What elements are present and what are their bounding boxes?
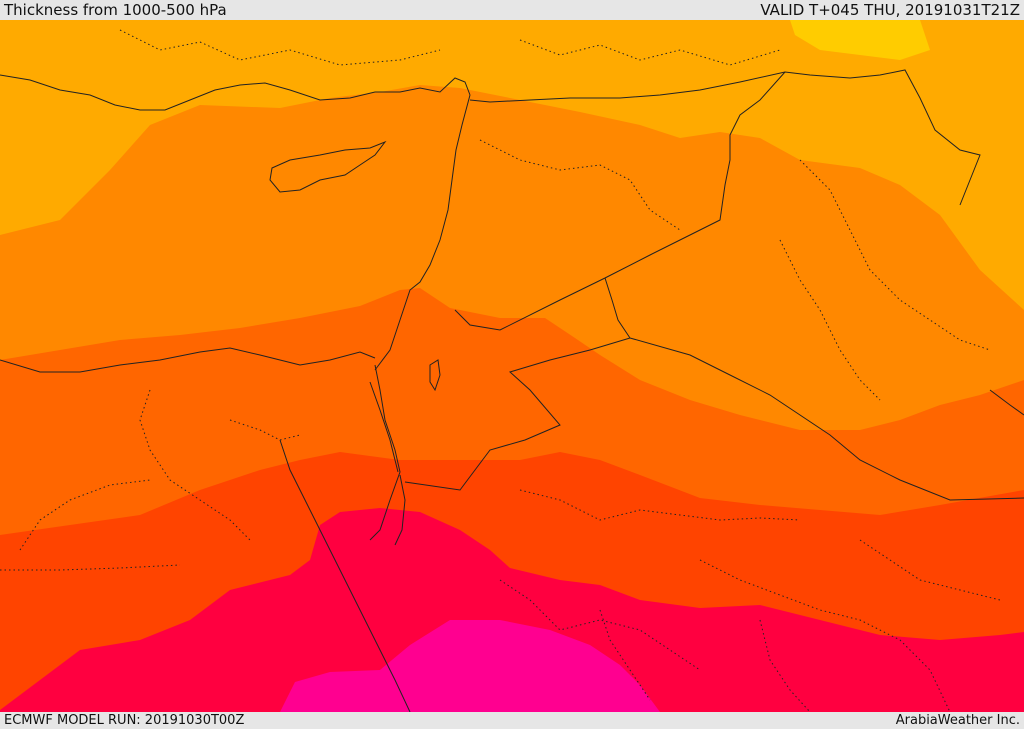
province-boundary xyxy=(499,579,701,671)
persian-gulf-coast xyxy=(989,389,1024,416)
egypt-israel-border xyxy=(369,381,399,473)
gulf-of-suez xyxy=(369,364,401,541)
model-run: ECMWF MODEL RUN: 20191030T00Z xyxy=(4,713,245,728)
thickness-bands xyxy=(0,20,1024,712)
cyprus xyxy=(269,140,387,193)
band-magenta xyxy=(280,620,660,712)
province-boundaries xyxy=(0,29,1001,712)
credit: ArabiaWeather Inc. xyxy=(895,713,1020,728)
province-boundary xyxy=(479,139,681,231)
jordan-saudi-border xyxy=(404,337,631,491)
dead-sea xyxy=(429,359,441,392)
thickness-map xyxy=(0,20,1024,712)
province-boundary xyxy=(0,564,181,571)
province-boundary xyxy=(229,419,301,441)
turkey-south-coast xyxy=(0,74,471,111)
footer-bar: ECMWF MODEL RUN: 20191030T00Z ArabiaWeat… xyxy=(0,712,1024,729)
band-crimson xyxy=(0,508,1024,712)
coastlines xyxy=(0,74,1024,712)
province-boundary xyxy=(859,539,1001,601)
jordan-iraq-border xyxy=(604,277,631,339)
province-boundary xyxy=(19,479,151,551)
province-boundary xyxy=(799,159,991,351)
valid-time: VALID T+045 THU, 20191031T21Z xyxy=(760,1,1020,19)
iraq-saudi-border xyxy=(629,337,1024,501)
map-title: Thickness from 1000-500 hPa xyxy=(4,1,227,19)
province-boundary xyxy=(759,619,811,712)
gulf-of-aqaba xyxy=(394,474,406,546)
syria-jordan-border xyxy=(454,277,606,331)
egypt-north-coast xyxy=(0,347,376,373)
province-boundary xyxy=(779,239,881,401)
red-sea-west xyxy=(279,439,411,712)
province-boundary xyxy=(599,609,651,701)
syria-iraq-border xyxy=(604,71,786,279)
band-yellow xyxy=(790,20,930,60)
levant-coast xyxy=(374,94,471,371)
national-borders xyxy=(369,69,1024,501)
province-boundary xyxy=(519,39,781,66)
header-bar: Thickness from 1000-500 hPa VALID T+045 … xyxy=(0,0,1024,20)
turkey-syria-border xyxy=(469,69,981,206)
province-boundary xyxy=(139,389,251,541)
